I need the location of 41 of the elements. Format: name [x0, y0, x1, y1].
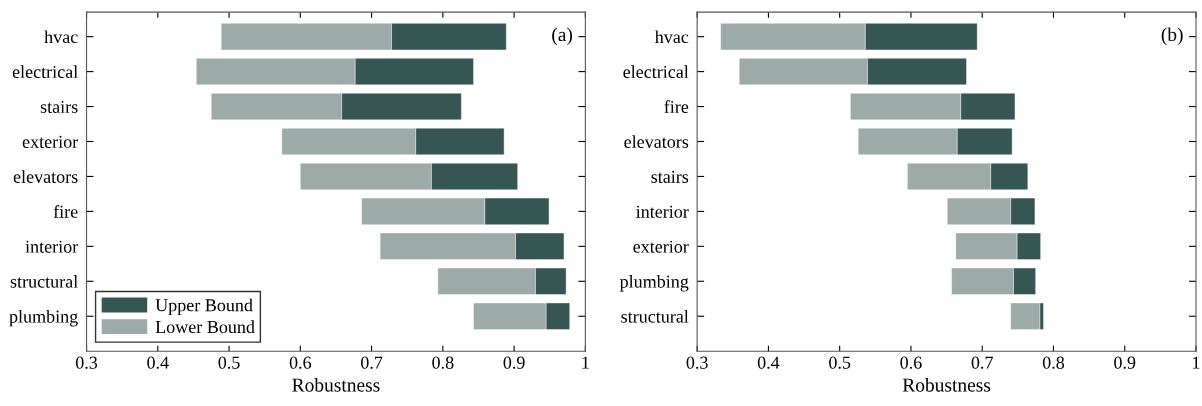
x-tick-label: 0.5 [218, 356, 240, 369]
x-tick-label: 0.9 [1114, 356, 1136, 369]
x-tick-label: 0.4 [147, 356, 169, 369]
y-tick-label: elevators [13, 170, 78, 183]
x-tick-label: 0.4 [757, 356, 780, 369]
x-tick-label: 1 [582, 356, 589, 369]
x-axis-title: Robustness [902, 377, 991, 392]
y-tick-label: electrical [12, 65, 78, 79]
y-tick-label: hvac [44, 30, 78, 44]
annotation: (a) [552, 27, 573, 46]
x-tick-label: 0.7 [360, 356, 383, 369]
y-tick-label: stairs [40, 100, 78, 113]
x-tick-label: 1 [1193, 356, 1200, 369]
x-tick-label: 0.8 [1042, 356, 1065, 369]
x-tick-label: 0.8 [432, 356, 454, 369]
legend-label: Upper Bound [155, 298, 253, 316]
annotation: (b) [1161, 27, 1183, 46]
legend-label: Lower Bound [155, 320, 255, 334]
y-tick-label: plumbing [9, 309, 78, 327]
x-tick-label: 0.9 [503, 356, 525, 369]
x-tick-label: 0.5 [829, 356, 851, 369]
x-tick-label: 0.3 [686, 356, 708, 369]
y-tick-label: structural [10, 275, 78, 288]
y-tick-label: interior [636, 205, 689, 218]
y-tick-label: elevators [624, 135, 689, 148]
y-tick-label: fire [664, 100, 689, 113]
x-tick-label: 0.3 [75, 356, 98, 369]
bar [1010, 302, 1041, 330]
x-tick-label: 0.6 [900, 356, 922, 369]
y-tick-label: plumbing [619, 275, 689, 292]
y-tick-label: hvac [654, 30, 689, 44]
y-tick-label: interior [25, 240, 79, 253]
x-axis-title: Robustness [292, 377, 380, 392]
y-tick-label: structural [621, 309, 689, 323]
y-tick-label: stairs [651, 170, 689, 183]
y-tick-label: fire [53, 204, 78, 218]
y-tick-label: exterior [633, 240, 689, 253]
x-tick-label: 0.7 [971, 356, 993, 369]
y-tick-label: electrical [623, 65, 689, 79]
y-tick-label: exterior [22, 135, 79, 148]
x-tick-label: 0.6 [289, 356, 312, 369]
